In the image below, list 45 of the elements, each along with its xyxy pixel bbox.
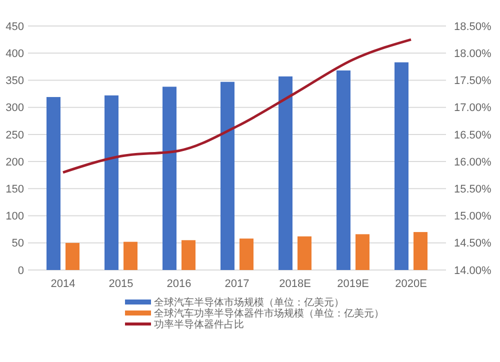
y-tick-label: 300: [6, 102, 24, 114]
bar: [66, 242, 80, 270]
x-tick-label: 2014: [50, 278, 76, 290]
bar: [124, 242, 138, 270]
bar: [394, 62, 408, 270]
bar: [220, 82, 234, 270]
y-tick-label: 100: [6, 210, 24, 223]
bar: [240, 238, 254, 270]
y-tick-label: 200: [6, 156, 24, 168]
y2-tick-label: 14.00%: [454, 264, 492, 277]
x-tick-label: 2017: [224, 278, 250, 290]
bar: [46, 97, 60, 270]
y2-tick-label: 18.00%: [454, 48, 492, 60]
x-tick-label: 2016: [166, 278, 192, 290]
y2-tick-label: 14.50%: [454, 238, 492, 250]
y2-tick-label: 16.00%: [454, 156, 492, 168]
x-tick-label: 2015: [108, 278, 134, 290]
line-series: [62, 38, 412, 174]
legend-label: 功率半导体器件占比: [154, 318, 244, 330]
bar: [414, 232, 428, 270]
y-tick-label: 400: [6, 48, 24, 60]
legend-label: 全球汽车功率半导体器件市场规模（单位：亿美元）: [154, 308, 384, 320]
x-tick-label: 2020E: [395, 278, 427, 290]
y2-tick-label: 17.50%: [454, 75, 492, 88]
legend-label: 全球汽车半导体市场规模（单位：亿美元）: [154, 296, 344, 308]
y-tick-label: 150: [6, 184, 24, 196]
y2-tick-label: 18.50%: [454, 20, 492, 33]
bar: [182, 240, 196, 270]
y2-tick-label: 16.50%: [454, 129, 492, 142]
x-tick-label: 2019E: [337, 278, 369, 290]
bar: [104, 95, 118, 270]
y-tick-label: 0: [18, 264, 24, 277]
bar: [356, 234, 370, 270]
x-tick-label: 2018E: [279, 278, 311, 290]
bar: [278, 76, 292, 270]
y-tick-label: 50: [12, 238, 24, 250]
y-tick-label: 450: [6, 20, 24, 33]
bar: [162, 86, 176, 270]
y-tick-label: 350: [6, 75, 24, 88]
y2-tick-label: 15.00%: [454, 210, 492, 223]
y-tick-label: 250: [6, 129, 24, 142]
y2-tick-label: 17.00%: [454, 102, 492, 114]
bar: [298, 236, 312, 270]
y2-tick-label: 15.50%: [454, 184, 492, 196]
bar: [336, 70, 350, 270]
